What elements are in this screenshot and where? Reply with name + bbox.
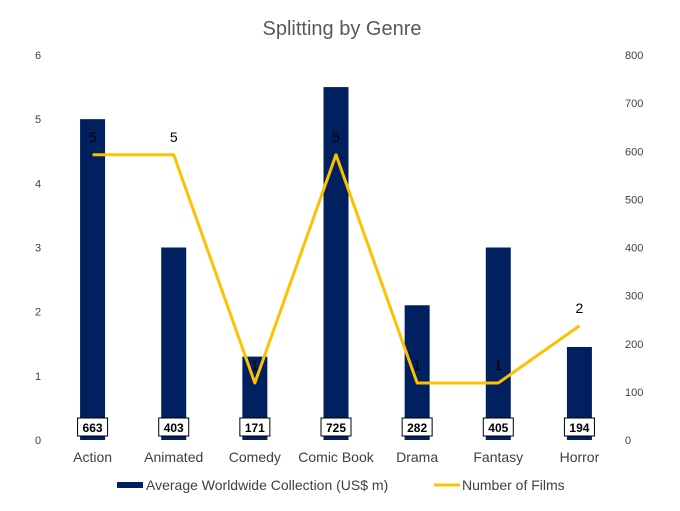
chart-title: Splitting by Genre — [263, 18, 422, 40]
left-axis: 0 1 2 3 4 5 6 — [35, 50, 41, 447]
bar-value-label: 403 — [164, 421, 184, 435]
bar-value-label: 405 — [488, 421, 508, 435]
right-tick-label: 500 — [625, 194, 643, 206]
category-label: Animated — [144, 449, 203, 465]
left-tick-label: 6 — [35, 50, 41, 62]
left-tick-label: 2 — [35, 307, 41, 319]
category-label: Action — [73, 449, 112, 465]
bar-value-label: 171 — [245, 421, 265, 435]
right-tick-label: 400 — [625, 243, 643, 255]
left-tick-label: 0 — [35, 435, 41, 447]
bar-value-box — [77, 417, 109, 437]
bar-value-label: 194 — [569, 421, 589, 435]
bar-value-label: 663 — [83, 421, 103, 435]
bar-value-box — [158, 417, 190, 437]
line-value-label: 5 — [89, 129, 97, 145]
line-value-label: 1 — [251, 357, 259, 373]
category-label: Comic Book — [298, 449, 374, 465]
line-value-label: 5 — [332, 129, 340, 145]
bar-value-box — [239, 417, 271, 437]
bar — [161, 247, 187, 440]
bar-value-labels: 663 403 171 725 282 405 194 — [77, 417, 595, 437]
line-series — [92, 153, 581, 385]
line-value-label: 1 — [494, 357, 502, 373]
category-axis: Action Animated Comedy Comic Book Drama Fanta… — [73, 449, 599, 465]
right-tick-label: 100 — [625, 387, 643, 399]
right-tick-label: 200 — [625, 339, 643, 351]
right-tick-label: 700 — [625, 98, 643, 110]
left-tick-label: 4 — [35, 178, 41, 190]
line-value-label: 2 — [576, 300, 584, 316]
right-axis: 0 100 200 300 400 500 600 700 800 — [625, 50, 643, 447]
category-label: Horror — [560, 449, 600, 465]
bar-value-box — [482, 417, 514, 437]
category-label: Comedy — [229, 449, 281, 465]
legend-label-line: Number of Films — [462, 477, 565, 493]
left-tick-label: 5 — [35, 114, 41, 126]
right-tick-label: 300 — [625, 291, 643, 303]
right-tick-label: 600 — [625, 146, 643, 158]
right-tick-label: 0 — [625, 435, 631, 447]
line-value-label: 5 — [170, 129, 178, 145]
line-value-label: 1 — [413, 357, 421, 373]
left-tick-label: 3 — [35, 243, 41, 255]
legend-label-bars: Average Worldwide Collection (US$ m) — [146, 477, 388, 493]
left-tick-label: 1 — [35, 371, 41, 383]
bar — [80, 119, 106, 441]
category-label: Drama — [396, 449, 438, 465]
bar-value-label: 725 — [326, 421, 346, 435]
bar — [485, 247, 511, 440]
category-label: Fantasy — [473, 449, 523, 465]
bar-value-box — [320, 417, 352, 437]
line-labels: 5 5 1 5 1 1 2 — [89, 129, 584, 373]
bar-value-label: 282 — [407, 421, 427, 435]
legend: Average Worldwide Collection (US$ m) Num… — [117, 477, 565, 493]
bar-value-box — [401, 417, 433, 437]
legend-swatch-bars — [117, 482, 143, 488]
bar — [323, 87, 349, 440]
right-tick-label: 800 — [625, 50, 643, 62]
bar-value-box — [563, 417, 595, 437]
line-path — [92, 153, 581, 385]
